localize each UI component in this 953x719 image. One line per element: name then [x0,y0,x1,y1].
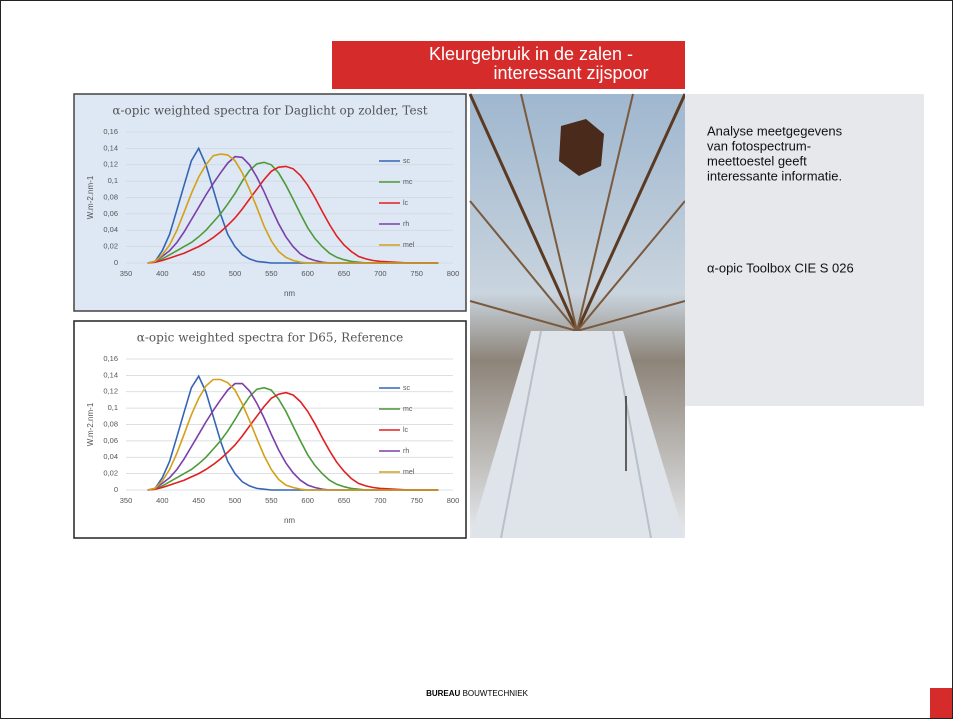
x-tick-label: 450 [192,269,205,278]
side-text: meettoestel geeft [707,153,807,168]
x-tick-label: 500 [229,269,242,278]
y-tick-label: 0 [114,258,118,267]
banner-line: interessant zijspoor [493,63,648,83]
legend-label: mel [403,469,415,476]
legend-label: rh [403,221,409,228]
y-tick-label: 0,16 [103,127,118,136]
legend-label: mc [403,406,413,413]
side-text: Analyse meetgegevens [707,123,843,138]
y-tick-label: 0,06 [103,209,118,218]
x-tick-label: 350 [120,496,133,505]
legend-label: mel [403,242,415,249]
x-axis-label: nm [284,289,295,298]
x-tick-label: 550 [265,496,278,505]
y-tick-label: 0,12 [103,387,118,396]
y-tick-label: 0,08 [103,192,118,201]
x-tick-label: 750 [410,496,423,505]
x-tick-label: 700 [374,496,387,505]
side-text: van fotospectrum- [707,138,811,153]
x-tick-label: 450 [192,496,205,505]
footer-bold: BUREAU [426,689,460,698]
y-tick-label: 0,14 [103,143,118,152]
slide: Kleurgebruik in de zalen - interessant z… [0,0,953,719]
y-tick-label: 0,06 [103,436,118,445]
legend-label: sc [403,158,411,165]
y-tick-label: 0,14 [103,370,118,379]
chart-title: α-opic weighted spectra for Daglicht op … [112,104,427,118]
x-tick-label: 750 [410,269,423,278]
y-axis-label: W.m-2.nm-1 [86,175,95,219]
corner-mark [930,688,953,719]
x-tick-label: 400 [156,496,169,505]
x-tick-label: 800 [447,496,460,505]
y-tick-label: 0,02 [103,469,118,478]
y-tick-label: 0,16 [103,354,118,363]
x-tick-label: 800 [447,269,460,278]
y-tick-label: 0,1 [108,403,118,412]
y-tick-label: 0,02 [103,242,118,251]
legend-label: sc [403,385,411,392]
legend-label: mc [403,179,413,186]
y-tick-label: 0,08 [103,419,118,428]
x-tick-label: 500 [229,496,242,505]
y-tick-label: 0,12 [103,160,118,169]
y-tick-label: 0,1 [108,176,118,185]
photo [470,94,685,538]
y-tick-label: 0,04 [103,452,118,461]
x-axis-label: nm [284,516,295,525]
x-tick-label: 400 [156,269,169,278]
slide-canvas: Kleurgebruik in de zalen - interessant z… [1,1,953,719]
y-tick-label: 0,04 [103,225,118,234]
side-text: interessante informatie. [707,168,842,183]
x-tick-label: 350 [120,269,133,278]
y-axis-label: W.m-2.nm-1 [86,402,95,446]
legend-label: lc [403,427,409,434]
x-tick-label: 600 [301,496,314,505]
x-tick-label: 650 [338,496,351,505]
x-tick-label: 650 [338,269,351,278]
chart: α-opic weighted spectra for Daglicht op … [74,94,466,311]
legend-label: lc [403,200,409,207]
side-note: α-opic Toolbox CIE S 026 [707,260,854,275]
x-tick-label: 550 [265,269,278,278]
footer: BUREAU BOUWTECHNIEK [426,689,528,698]
banner-line: Kleurgebruik in de zalen - [429,44,633,64]
chart: α-opic weighted spectra for D65, Referen… [74,321,466,538]
y-tick-label: 0 [114,485,118,494]
legend-label: rh [403,448,409,455]
footer-text: BOUWTECHNIEK [463,689,529,698]
x-tick-label: 700 [374,269,387,278]
chart-title: α-opic weighted spectra for D65, Referen… [137,331,403,345]
x-tick-label: 600 [301,269,314,278]
